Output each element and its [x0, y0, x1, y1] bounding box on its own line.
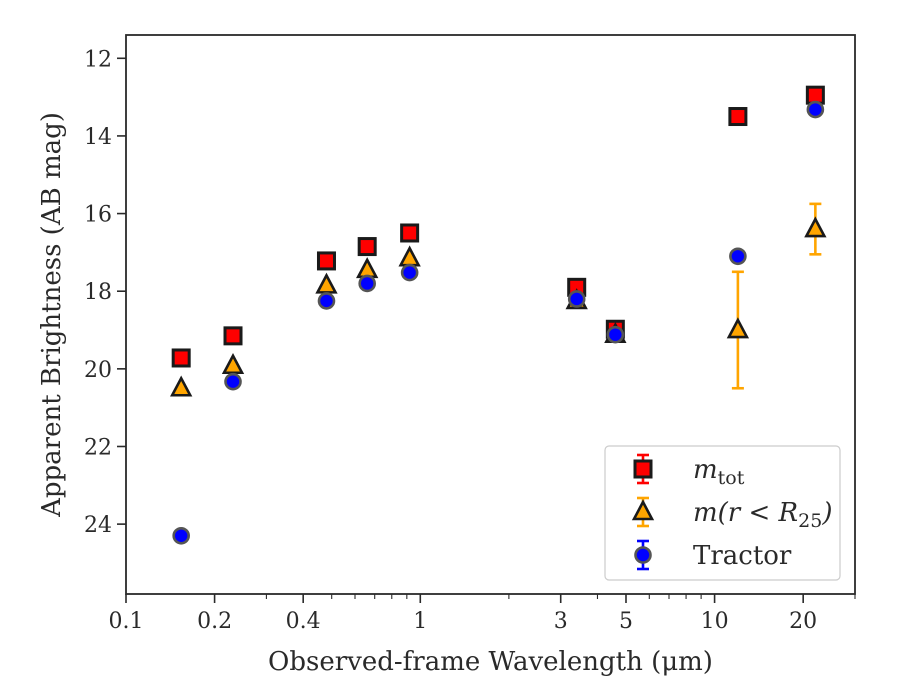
mr25-point — [170, 375, 193, 397]
tractor-point — [358, 274, 376, 293]
y-tick-label: 24 — [84, 513, 112, 538]
tractor-point — [729, 247, 747, 266]
legend: mtot m(r < R25) Tractor — [604, 445, 841, 581]
tractor-point — [806, 100, 825, 119]
x-tick-label: 5 — [619, 609, 633, 634]
legend-label-main: Tractor — [693, 541, 792, 571]
legend-label-main: m — [693, 455, 718, 485]
x-tick-label: 0.4 — [286, 609, 321, 634]
x-tick-label: 0.1 — [109, 609, 144, 634]
mtot-point — [223, 326, 243, 346]
legend-marker — [633, 459, 653, 479]
tractor-point — [400, 263, 419, 282]
x-axis-label: Observed-frame Wavelength (μm) — [268, 647, 713, 677]
mtot-point — [728, 107, 748, 127]
tractor-point — [172, 526, 190, 545]
legend-label-main: m(r < R — [693, 498, 798, 528]
legend-label-subscript: tot — [718, 467, 745, 489]
y-tick-label: 16 — [84, 203, 112, 228]
axes: 0.1 0.2 0.4 1 3 5 10 20 12 14 16 18 20 22 24 — [84, 47, 856, 634]
plot-frame — [125, 34, 856, 595]
mr25-point — [804, 216, 827, 238]
mr25-point — [221, 352, 245, 375]
legend-label: Tractor — [693, 541, 792, 571]
data-marks — [170, 85, 827, 545]
x-tick-label: 0.2 — [197, 609, 232, 634]
y-tick-label: 14 — [84, 125, 112, 150]
y-axis-label: Apparent Brightness (AB mag) — [37, 112, 67, 518]
mtot-point — [171, 348, 191, 368]
legend-marker — [631, 499, 655, 521]
legend-label: mtot — [693, 455, 745, 489]
x-tick-label: 1 — [413, 609, 427, 634]
mtot-point — [400, 223, 420, 243]
y-tick-label: 18 — [84, 280, 112, 305]
y-tick-label: 12 — [84, 47, 112, 72]
tractor-point — [606, 325, 625, 344]
x-tick-label: 3 — [554, 609, 568, 634]
legend-label-subscript: 25 — [798, 510, 822, 532]
legend-label-close: ) — [821, 498, 832, 528]
mr25-point — [726, 317, 750, 339]
mtot-point — [357, 237, 377, 257]
y-tick-label: 20 — [84, 358, 112, 383]
mtot-point — [316, 251, 336, 271]
legend-marker — [634, 546, 652, 564]
tractor-point — [567, 290, 586, 308]
y-tick-label: 22 — [84, 435, 112, 460]
legend-label: m(r < R25) — [693, 498, 832, 532]
tractor-point — [224, 372, 242, 391]
tractor-point — [317, 292, 336, 310]
x-tick-label: 10 — [701, 609, 729, 634]
x-tick-label: 20 — [789, 609, 817, 634]
legend-box — [604, 445, 841, 581]
